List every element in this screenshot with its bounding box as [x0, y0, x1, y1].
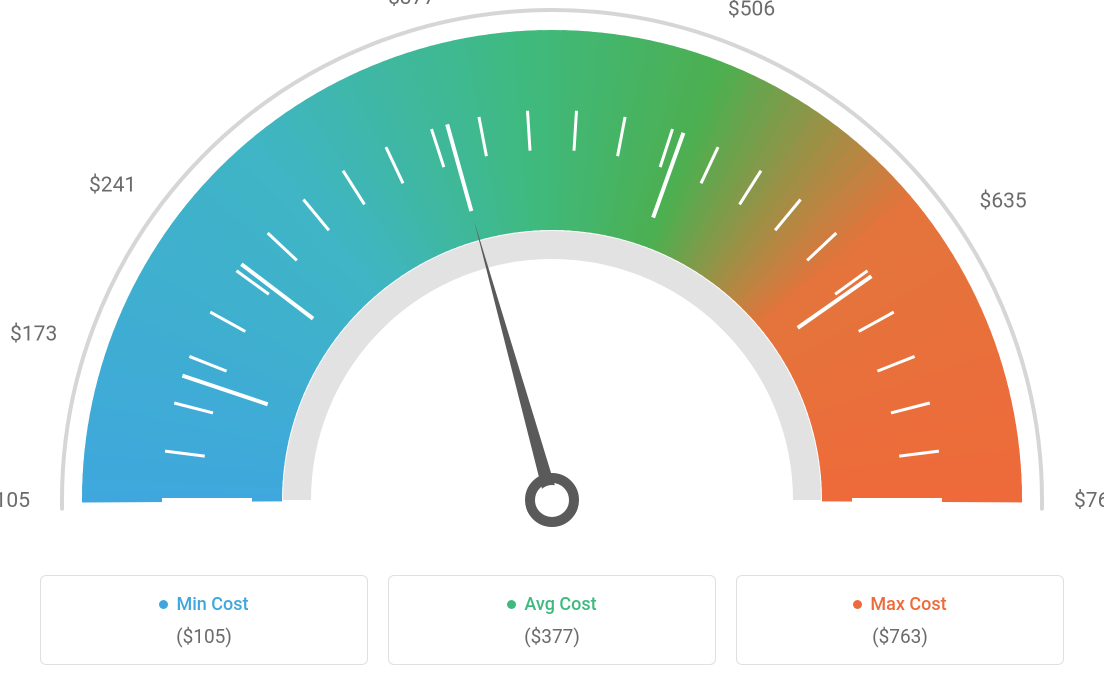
legend-value-max: ($763): [747, 625, 1053, 648]
legend-label-max: Max Cost: [870, 594, 946, 615]
legend-card-max: Max Cost ($763): [736, 575, 1064, 665]
svg-text:$763: $763: [1074, 489, 1104, 513]
legend-card-avg: Avg Cost ($377): [388, 575, 716, 665]
legend-dot-avg: [507, 600, 516, 609]
legend-label-min: Min Cost: [176, 594, 248, 615]
svg-text:$105: $105: [0, 489, 30, 513]
svg-text:$635: $635: [980, 189, 1027, 213]
svg-text:$377: $377: [388, 0, 435, 10]
cost-gauge: $105 $173 $241 $377 $506 $635 $763: [0, 0, 1104, 560]
legend-value-min: ($105): [51, 625, 357, 648]
legend-value-avg: ($377): [399, 625, 705, 648]
svg-text:$241: $241: [89, 173, 136, 197]
legend-label-avg: Avg Cost: [524, 594, 596, 615]
legend-row: Min Cost ($105) Avg Cost ($377) Max Cost…: [40, 575, 1064, 665]
svg-text:$173: $173: [10, 322, 57, 346]
svg-text:$506: $506: [728, 0, 775, 22]
legend-card-min: Min Cost ($105): [40, 575, 368, 665]
legend-dot-max: [853, 600, 862, 609]
legend-dot-min: [159, 600, 168, 609]
